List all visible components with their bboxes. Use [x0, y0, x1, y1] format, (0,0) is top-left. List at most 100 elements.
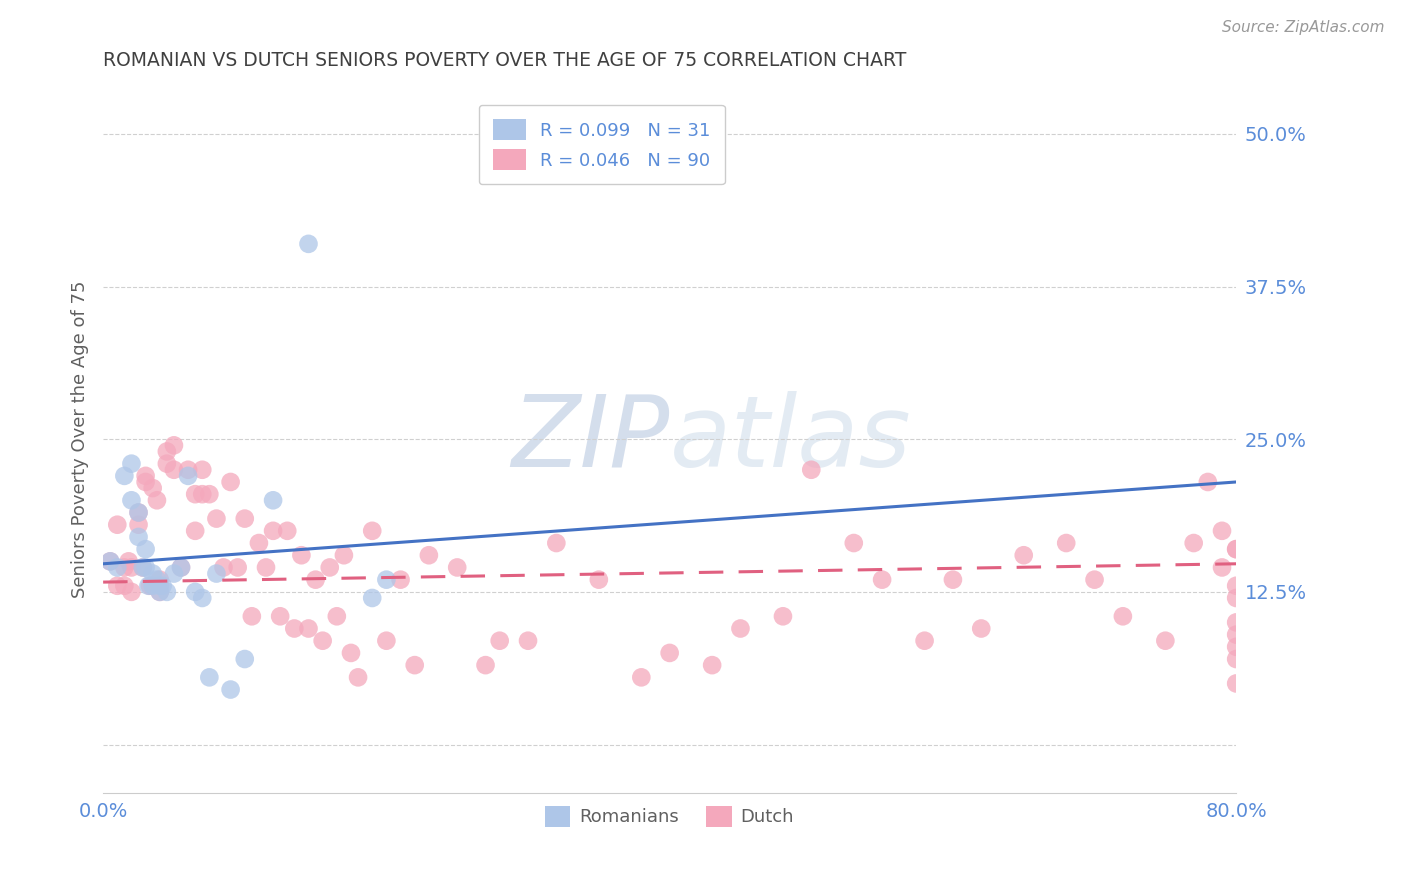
Point [1083, 573, 1105, 587]
Text: ROMANIAN VS DUTCH SENIORS POVERTY OVER THE AGE OF 75 CORRELATION CHART: ROMANIAN VS DUTCH SENIORS POVERTY OVER T… [103, 51, 907, 70]
Legend: Romanians, Dutch: Romanians, Dutch [538, 798, 801, 834]
Point [1211, 524, 1233, 538]
Point [283, 622, 305, 636]
Point [942, 573, 965, 587]
Point [247, 536, 270, 550]
Point [149, 573, 172, 587]
Point [488, 633, 510, 648]
Point [149, 579, 172, 593]
Point [262, 493, 284, 508]
Point [184, 524, 207, 538]
Point [914, 633, 936, 648]
Point [702, 658, 724, 673]
Point [128, 506, 150, 520]
Point [105, 579, 128, 593]
Point [156, 444, 179, 458]
Point [135, 468, 157, 483]
Point [269, 609, 291, 624]
Point [128, 506, 150, 520]
Point [112, 560, 135, 574]
Point [146, 573, 169, 587]
Point [184, 585, 207, 599]
Point [517, 633, 540, 648]
Point [135, 560, 157, 574]
Point [132, 560, 155, 574]
Point [233, 511, 256, 525]
Point [1225, 676, 1247, 690]
Point [120, 493, 142, 508]
Point [375, 633, 398, 648]
Point [146, 493, 169, 508]
Point [226, 560, 249, 574]
Point [128, 517, 150, 532]
Point [630, 670, 652, 684]
Point [1054, 536, 1077, 550]
Point [842, 536, 865, 550]
Point [1154, 633, 1177, 648]
Point [191, 591, 214, 605]
Point [142, 481, 165, 495]
Point [163, 566, 186, 581]
Point [205, 566, 228, 581]
Point [184, 487, 207, 501]
Point [128, 530, 150, 544]
Point [304, 573, 326, 587]
Point [1012, 548, 1035, 562]
Point [290, 548, 312, 562]
Point [98, 554, 121, 568]
Point [163, 463, 186, 477]
Point [105, 517, 128, 532]
Point [152, 579, 174, 593]
Point [212, 560, 235, 574]
Point [375, 573, 398, 587]
Point [177, 463, 200, 477]
Point [198, 487, 221, 501]
Point [276, 524, 298, 538]
Point [170, 560, 193, 574]
Point [333, 548, 356, 562]
Point [297, 236, 319, 251]
Point [198, 670, 221, 684]
Point [170, 560, 193, 574]
Point [1225, 579, 1247, 593]
Point [139, 579, 162, 593]
Point [219, 682, 242, 697]
Point [262, 524, 284, 538]
Point [191, 487, 214, 501]
Point [404, 658, 426, 673]
Point [446, 560, 468, 574]
Point [970, 622, 993, 636]
Point [132, 560, 155, 574]
Text: ZIP: ZIP [512, 391, 669, 488]
Point [98, 554, 121, 568]
Point [772, 609, 794, 624]
Point [105, 560, 128, 574]
Point [1211, 560, 1233, 574]
Point [177, 468, 200, 483]
Point [117, 554, 139, 568]
Point [347, 670, 370, 684]
Point [1197, 475, 1219, 489]
Point [142, 579, 165, 593]
Point [1112, 609, 1135, 624]
Point [1225, 615, 1247, 630]
Point [800, 463, 823, 477]
Point [233, 652, 256, 666]
Point [191, 463, 214, 477]
Text: atlas: atlas [669, 391, 911, 488]
Point [1225, 627, 1247, 641]
Point [120, 457, 142, 471]
Point [361, 524, 384, 538]
Point [156, 585, 179, 599]
Point [730, 622, 752, 636]
Point [1225, 652, 1247, 666]
Point [658, 646, 681, 660]
Point [1182, 536, 1205, 550]
Text: Source: ZipAtlas.com: Source: ZipAtlas.com [1222, 20, 1385, 35]
Point [588, 573, 610, 587]
Point [120, 560, 142, 574]
Point [870, 573, 893, 587]
Point [163, 438, 186, 452]
Point [546, 536, 568, 550]
Point [142, 566, 165, 581]
